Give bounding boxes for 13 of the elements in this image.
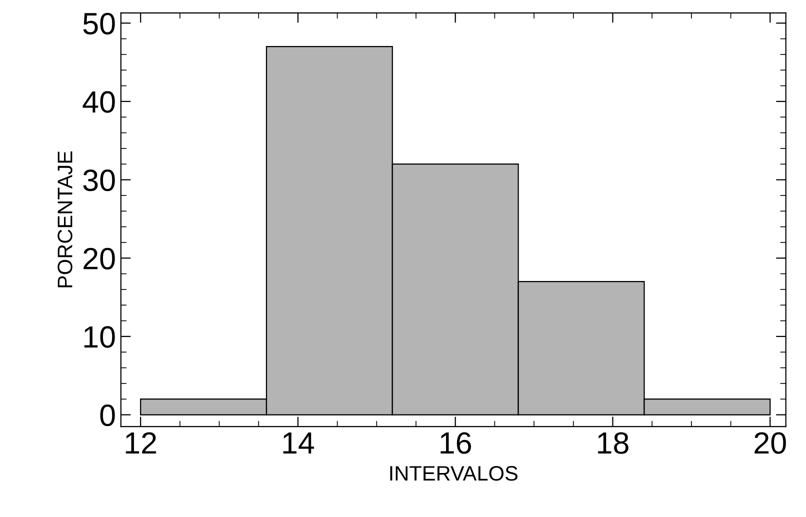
y-tick-label: 10 [84,326,115,348]
x-axis-title: INTERVALOS [390,466,518,481]
y-tick-label: 30 [83,170,115,192]
y-tick-label: 20 [84,248,115,270]
x-tick-label: 18 [598,432,628,454]
x-tick-label: 20 [754,432,786,454]
y-tick-label: 0 [100,404,115,426]
x-tick-label: 14 [283,432,314,454]
y-axis-title: PORCENTAJE [58,151,72,288]
y-tick-label: 50 [83,12,115,34]
x-tick-label: 16 [440,432,471,454]
x-tick-label: 12 [126,432,156,454]
y-tick-label: 40 [82,91,115,113]
